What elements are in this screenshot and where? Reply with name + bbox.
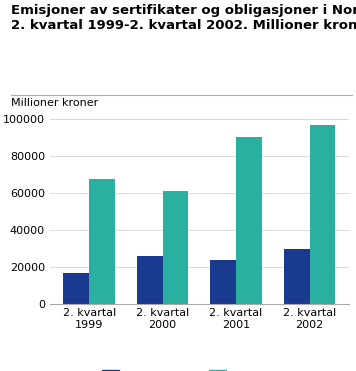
Text: Millioner kroner: Millioner kroner (11, 98, 98, 108)
Legend: Obligasjoner, Sertifikater: Obligasjoner, Sertifikater (98, 365, 301, 371)
Text: Emisjoner av sertifikater og obligasjoner i Norge.
2. kvartal 1999-2. kvartal 20: Emisjoner av sertifikater og obligasjone… (11, 4, 356, 32)
Bar (89, 179, 115, 304)
Bar (284, 249, 310, 304)
Bar (310, 125, 335, 304)
Bar (236, 137, 262, 304)
Bar (163, 191, 188, 304)
Bar (210, 260, 236, 304)
Bar (63, 273, 89, 304)
Bar (137, 256, 163, 304)
